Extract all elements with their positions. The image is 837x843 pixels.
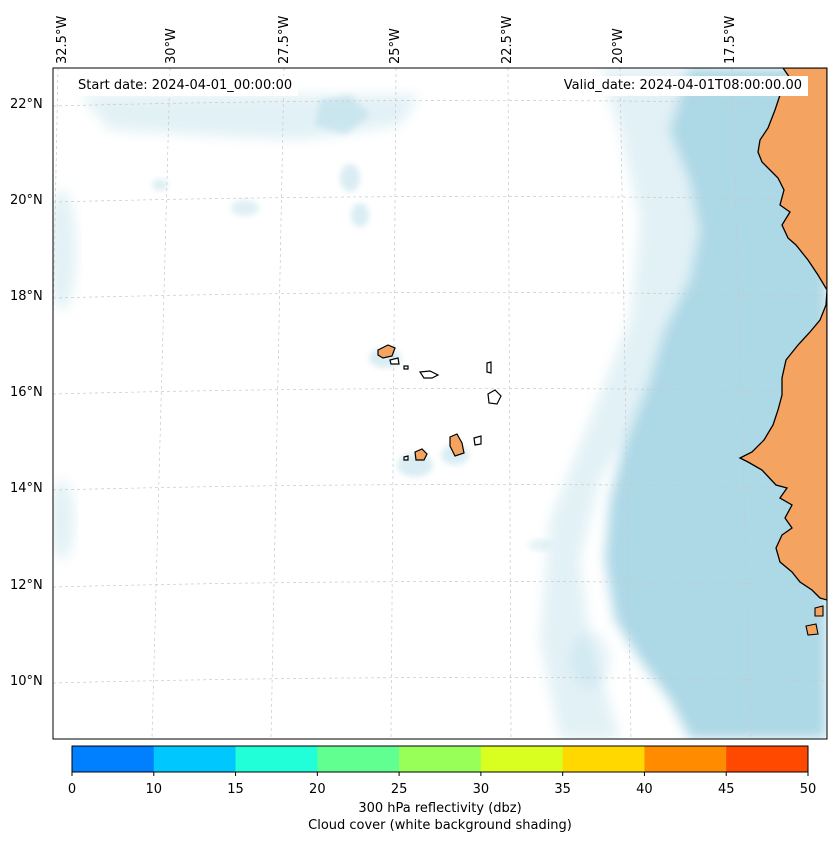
lon-label-22-5: 22.5°W [500,15,515,64]
lat-label-20: 20°N [10,193,43,208]
colorbar-tick-label: 35 [554,782,571,797]
lon-label-30: 30°W [164,28,179,64]
gridlines [53,68,827,739]
lat-label-12: 12°N [10,578,43,593]
island-santo-antao [377,344,396,359]
meridian-25 [390,68,397,739]
colorbar-tick-label: 15 [227,782,244,797]
cloud-south-2 [528,539,552,551]
map-area [53,68,827,739]
cape-verde-islands [377,344,502,461]
colorbar-tick-label: 0 [67,782,77,797]
cloud-south [570,632,610,688]
lon-label-25: 25°W [388,28,403,64]
africa-land [738,68,827,601]
lon-label-20: 20°W [611,28,626,64]
colorbar-tick-label: 45 [717,782,735,797]
lat-label-18: 18°N [10,289,43,304]
lon-label-17-5: 17.5°W [723,15,738,64]
lat-label-14: 14°N [10,481,43,496]
colorbar-subtitle: Cloud cover (white background shading) [308,818,572,833]
lat-label-16: 16°N [10,385,43,400]
colorbar-tick-label: 40 [636,782,653,797]
parallel-10 [53,677,827,684]
cloud-band-east [605,68,827,739]
colorbar-title: 300 hPa reflectivity (dbz) [358,801,522,816]
meridian-22-5 [507,68,512,739]
island-sao-vicente [389,357,400,365]
colorbar-frame [71,745,809,773]
start-date-label: Start date: 2024-04-01_00:00:00 [72,76,299,96]
cloud-cover [53,68,827,739]
parallel-16 [53,388,827,395]
colorbar-segment-8 [726,746,809,772]
island-santiago [449,433,465,457]
colorbar-segment-4 [399,746,482,772]
cloud-center-3 [231,200,259,216]
colorbar-segment-0 [72,746,155,772]
colorbar-segment-1 [153,746,237,772]
island-fogo [414,448,428,461]
island-maio [473,435,482,446]
map-frame [52,67,828,740]
colorbar-tick-label: 30 [472,782,490,797]
colorbar [71,745,809,776]
meridian-27-5 [270,68,285,739]
island-boa-vista [487,389,502,405]
lon-label-27-5: 27.5°W [277,15,292,64]
island-brava [403,455,409,461]
valid-date-label: Valid_date: 2024-04-01T08:00:00.00 [557,76,808,96]
cloud-center-1 [340,164,360,192]
cloud-center-4 [152,179,168,191]
meridian-17-5 [731,68,752,739]
island-sal [486,361,492,374]
parallel-14 [53,484,827,491]
meridian-20 [619,68,632,739]
bissagos-island-1 [814,605,824,617]
island-santa-luzia [403,365,409,370]
parallel-20 [53,196,827,203]
cloud-center-2 [351,203,369,227]
colorbar-tick-label: 20 [309,782,326,797]
colorbar-tick-label: 25 [390,782,408,797]
colorbar-segment-6 [562,746,645,772]
island-sao-nicolau [418,370,440,379]
colorbar-segment-2 [235,746,318,772]
colorbar-segment-3 [317,746,400,772]
colorbar-segment-7 [644,746,727,772]
cloud-band-east-haze [540,68,720,739]
colorbar-tick-label: 50 [799,782,817,797]
lat-label-10: 10°N [10,674,43,689]
meridian-30 [151,68,171,739]
lat-label-22: 22°N [10,97,43,112]
cloud-west-edge [53,190,76,310]
colorbar-segment-5 [480,746,564,772]
parallel-18 [53,292,827,299]
colorbar-tick-label: 10 [145,782,163,797]
lon-label-32-5: 32.5°W [55,15,70,64]
bissagos-island-2 [805,623,819,636]
parallel-22 [53,100,827,107]
cloud-north-patch [315,95,370,135]
cloud-southwest [53,480,74,560]
parallel-12 [53,581,827,588]
